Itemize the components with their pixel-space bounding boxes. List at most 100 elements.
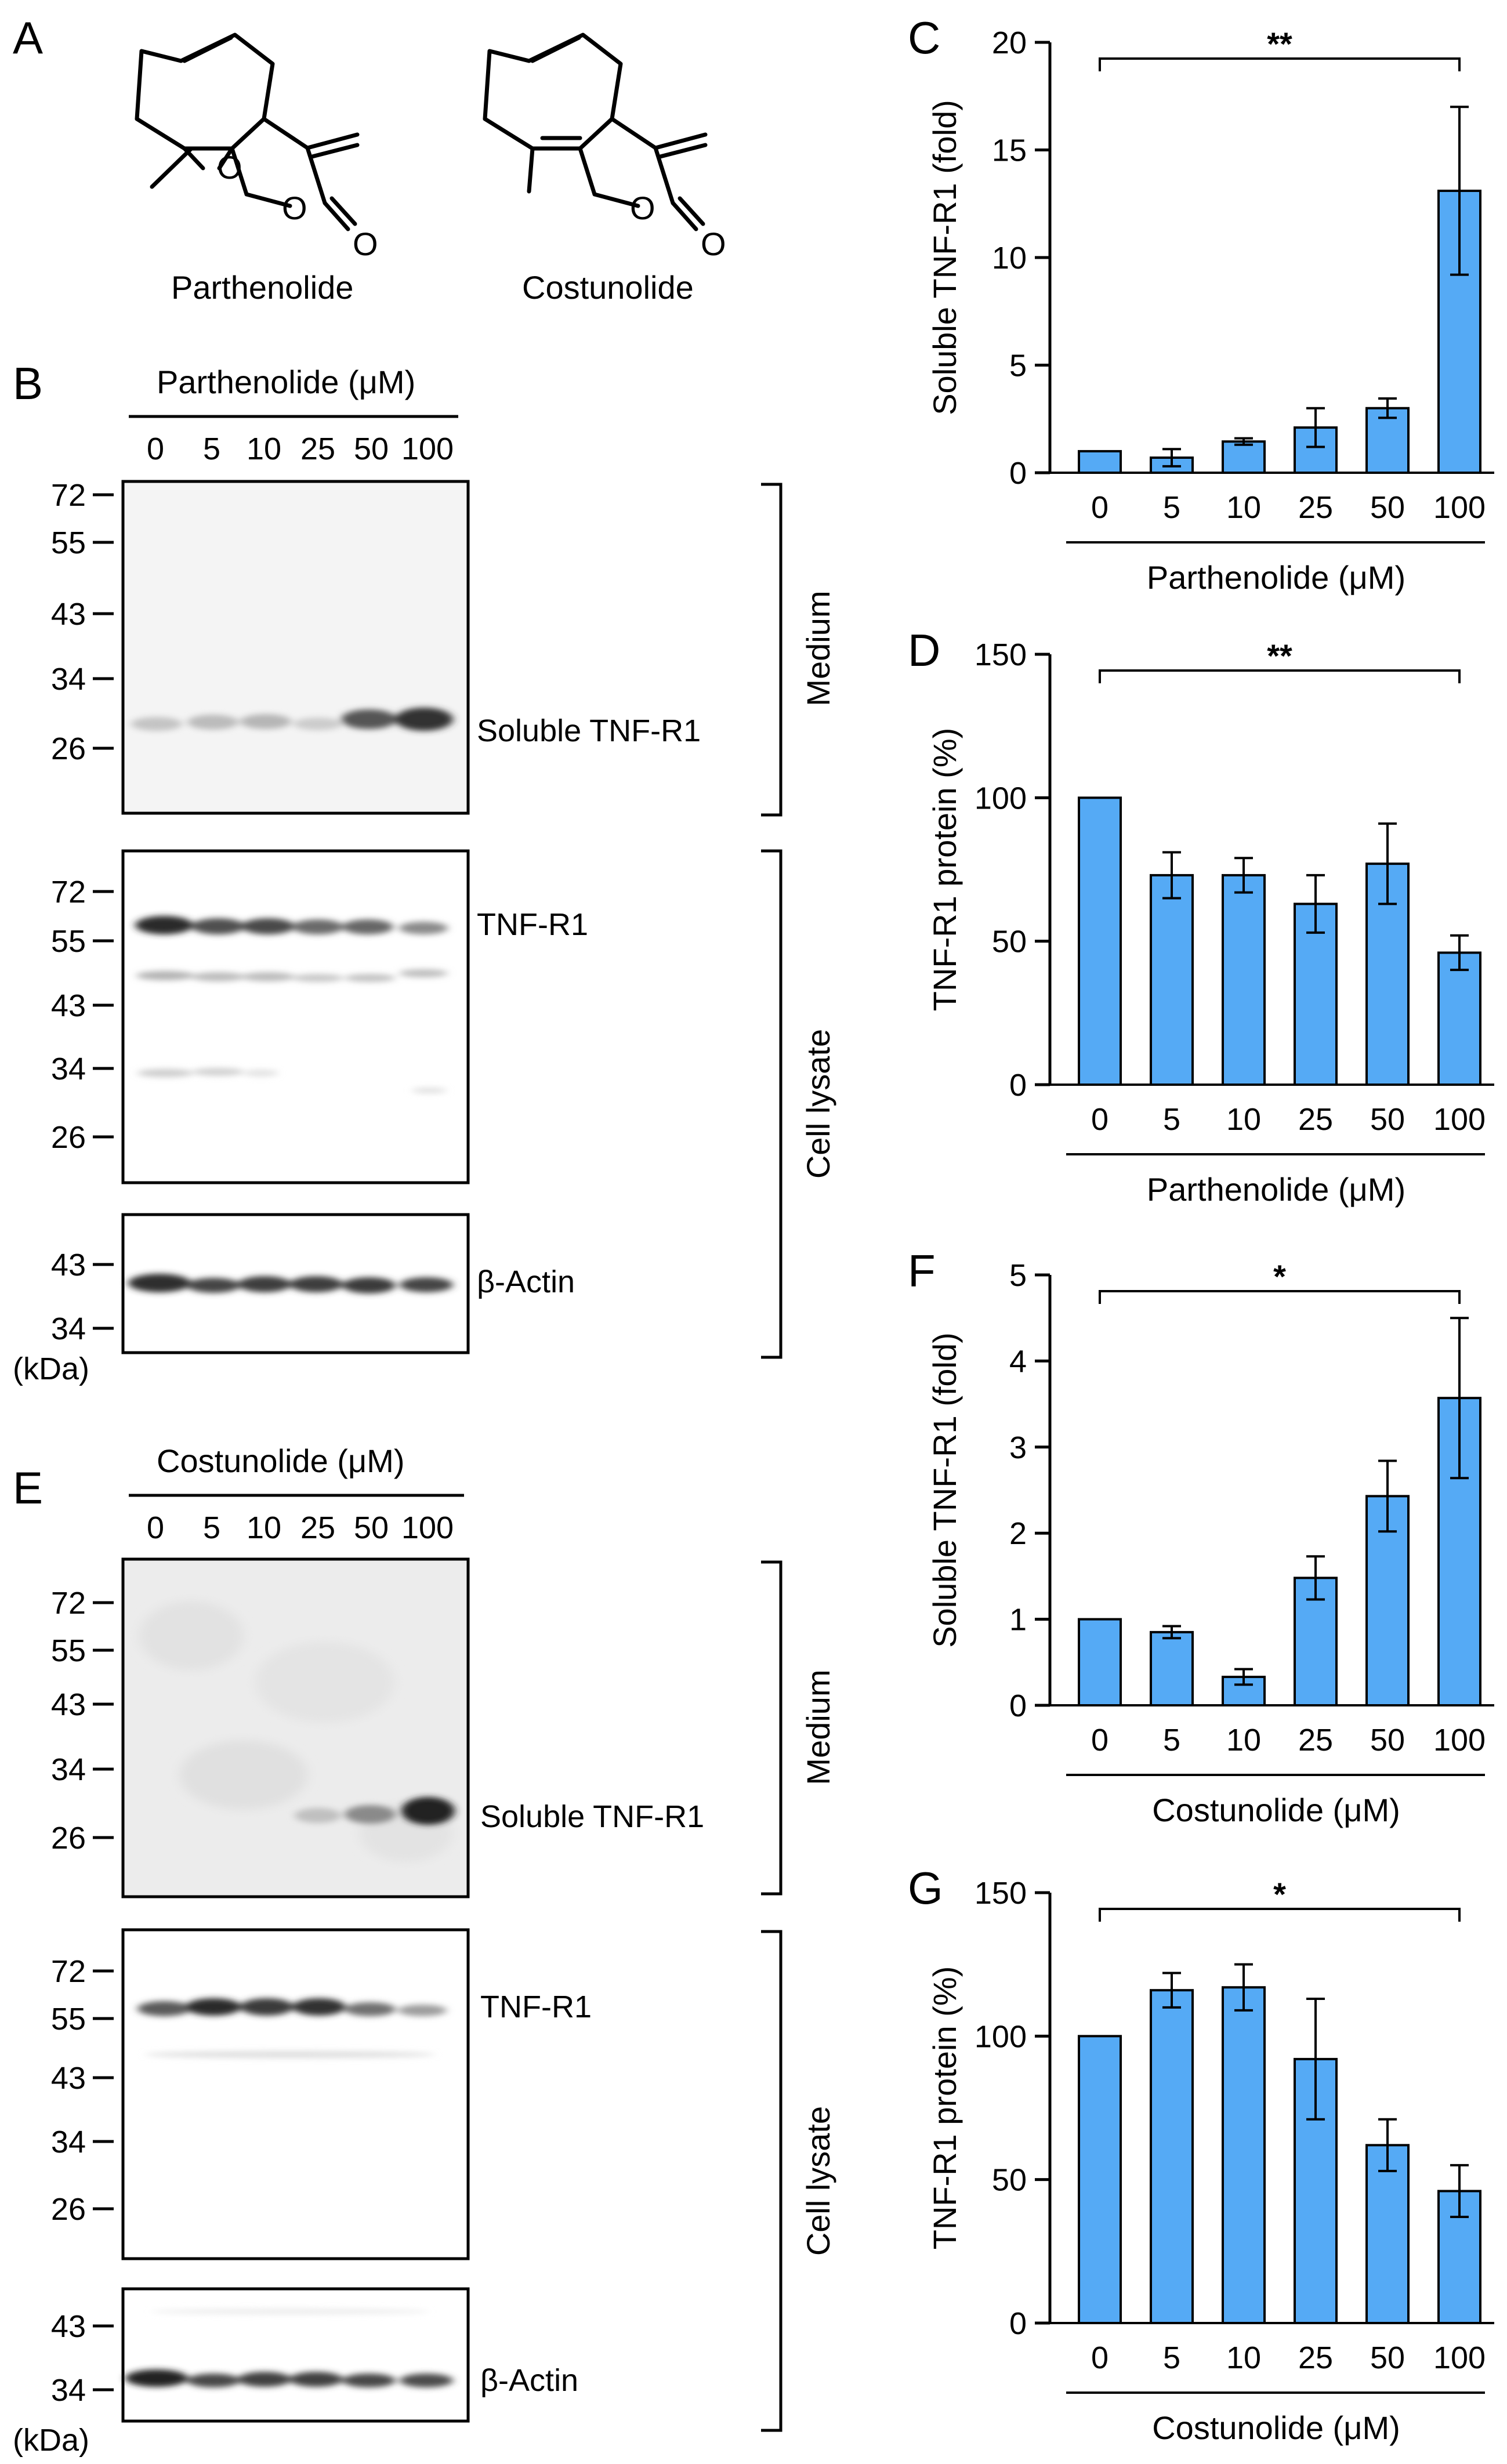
lane-label: 100	[401, 1510, 454, 1545]
panel-letter-c: C	[908, 12, 940, 63]
lane-label: 0	[147, 432, 164, 466]
blot-lysate-b	[121, 849, 470, 1184]
lane-label: 25	[300, 432, 335, 466]
x-tick-label: 25	[1298, 1723, 1333, 1758]
bar	[1294, 903, 1338, 1086]
mw-marker-label: 43	[51, 1248, 86, 1282]
x-tick-label: 10	[1226, 490, 1261, 525]
bar	[1222, 874, 1266, 1086]
x-tick-label: 10	[1226, 2340, 1261, 2375]
x-tick-label: 0	[1091, 490, 1108, 525]
y-tick-label: 3	[1009, 1430, 1027, 1465]
bar	[1150, 1630, 1194, 1707]
mw-marker-label: 34	[51, 662, 86, 697]
y-tick-label: 4	[1009, 1344, 1027, 1379]
bracket-medium-e	[761, 1560, 783, 1896]
y-axis-label: Soluble TNF-R1 (fold)	[926, 100, 963, 415]
bracket-label-medium-b: Medium	[800, 590, 836, 706]
x-axis-label: Costunolide (μM)	[1152, 2409, 1400, 2446]
y-tick-label: 100	[975, 2019, 1027, 2054]
panel-b: B Parthenolide (μM) 0 5 10 25 50 100 Soluble …	[13, 358, 836, 1386]
x-tick-label: 25	[1298, 1102, 1333, 1137]
mw-marker-label: 55	[51, 924, 86, 959]
x-tick-label: 10	[1226, 1723, 1261, 1758]
x-tick-label: 50	[1370, 1102, 1405, 1137]
x-tick-label: 100	[1433, 1723, 1486, 1758]
y-axis-label: TNF-R1 protein (%)	[926, 728, 963, 1012]
lane-labels-e: 0 5 10 25 50 100	[147, 1510, 454, 1545]
bar	[1078, 2035, 1122, 2324]
bracket-label-lysate-e: Cell lysate	[800, 2106, 836, 2256]
compound-name-costunolide: Costunolide	[522, 269, 694, 306]
lane-label: 10	[247, 432, 281, 466]
mw-marker-label: 72	[51, 875, 86, 909]
y-tick-label: 1	[1009, 1603, 1027, 1637]
x-tick-label: 5	[1163, 490, 1180, 525]
y-tick-label: 5	[1009, 349, 1027, 383]
significance-marker: *	[1273, 1876, 1286, 1912]
panel-a: A O O O Parthenolide	[13, 12, 726, 306]
band-label-soluble-e: Soluble TNF-R1	[480, 1799, 704, 1834]
x-tick-label: 50	[1370, 490, 1405, 525]
mw-marker-label: 72	[51, 478, 86, 513]
mw-marker-label: 34	[51, 2125, 86, 2159]
lane-label: 50	[354, 432, 389, 466]
x-tick-label: 5	[1163, 2340, 1180, 2375]
mw-markers-b: 72 55 43 34 26 72 55 43 34 26 43 34	[51, 478, 114, 1346]
lane-label: 25	[300, 1510, 335, 1545]
x-tick-label: 5	[1163, 1723, 1180, 1758]
significance-marker: **	[1267, 637, 1292, 674]
bracket-medium-b	[761, 483, 783, 817]
bar	[1078, 1618, 1122, 1707]
lane-labels-b: 0 5 10 25 50 100	[147, 432, 454, 466]
significance-bracket	[1099, 669, 1461, 683]
significance-marker: **	[1267, 26, 1292, 62]
mw-marker-label: 43	[51, 2061, 86, 2096]
panel-letter-e: E	[13, 1462, 43, 1513]
mw-marker-label: 43	[51, 988, 86, 1023]
y-axis-label: Soluble TNF-R1 (fold)	[926, 1332, 963, 1648]
tnfr1-bands-b	[135, 916, 448, 1093]
chart-d: D 0 50 100 150 TNF-R1 protein (%) 0 5 10 25 50 100 P…	[908, 625, 1494, 1208]
soluble-bands-b	[131, 708, 453, 731]
x-axis-label: Costunolide (μM)	[1152, 1792, 1400, 1828]
mw-markers-e: 72 55 43 34 26 72 55 43 34 26 43 34	[51, 1586, 114, 2408]
bar	[1222, 440, 1266, 474]
panel-letter-a: A	[13, 12, 43, 63]
tnfr1-bands-e	[137, 1998, 447, 2058]
mw-marker-label: 55	[51, 2002, 86, 2037]
mw-marker-label: 26	[51, 2192, 86, 2227]
mw-marker-label: 34	[51, 1311, 86, 1346]
mw-marker-label: 55	[51, 526, 86, 560]
y-tick-label: 2	[1009, 1516, 1027, 1551]
panel-letter-g: G	[908, 1863, 943, 1914]
chart-f: F 0 1 2 3 4 5 Soluble TNF-R1 (fold) 0 5 10 25 50 100 C…	[908, 1245, 1494, 1828]
y-tick-label: 150	[975, 637, 1027, 672]
panel-letter-f: F	[908, 1245, 936, 1296]
x-axis-label: Parthenolide (μM)	[1147, 1171, 1405, 1208]
bar	[1078, 796, 1122, 1086]
blot-lysate-e	[121, 1928, 470, 2260]
y-tick-label: 0	[1009, 456, 1027, 491]
soluble-bands-e	[295, 1797, 455, 1825]
mw-marker-label: 55	[51, 1633, 86, 1668]
band-label-actin-b: β-Actin	[477, 1264, 575, 1299]
panel-letter-b: B	[13, 358, 43, 409]
bracket-label-medium-e: Medium	[800, 1669, 836, 1785]
y-tick-label: 10	[992, 241, 1027, 276]
x-tick-label: 5	[1163, 1102, 1180, 1137]
y-tick-label: 20	[992, 26, 1027, 60]
lane-label: 10	[247, 1510, 281, 1545]
band-label-soluble-b: Soluble TNF-R1	[477, 713, 701, 748]
significance-bracket	[1099, 1908, 1461, 1922]
panel-letter-d: D	[908, 625, 940, 676]
mw-marker-label: 72	[51, 1954, 86, 1989]
band-label-actin-e: β-Actin	[480, 2363, 578, 2398]
actin-bands-b	[128, 1274, 453, 1293]
chart-c: C 0 5 10 15 20 Soluble TNF-R1 (fold) 0 5 10 25 50 10…	[908, 12, 1494, 596]
significance-bracket	[1099, 57, 1461, 71]
mw-marker-label: 34	[51, 1052, 86, 1086]
mw-marker-label: 26	[51, 1821, 86, 1856]
